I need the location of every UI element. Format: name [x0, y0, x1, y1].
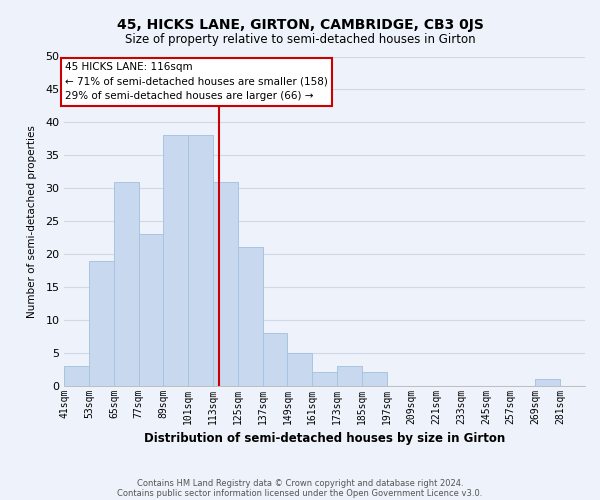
Bar — [263, 333, 287, 386]
Bar — [535, 379, 560, 386]
Bar — [238, 248, 263, 386]
Bar — [89, 260, 114, 386]
Text: Contains public sector information licensed under the Open Government Licence v3: Contains public sector information licen… — [118, 488, 482, 498]
X-axis label: Distribution of semi-detached houses by size in Girton: Distribution of semi-detached houses by … — [144, 432, 505, 445]
Bar — [287, 352, 312, 386]
Y-axis label: Number of semi-detached properties: Number of semi-detached properties — [27, 124, 37, 318]
Bar — [337, 366, 362, 386]
Bar — [362, 372, 386, 386]
Bar — [163, 136, 188, 386]
Bar — [188, 136, 213, 386]
Bar — [139, 234, 163, 386]
Text: 45 HICKS LANE: 116sqm
← 71% of semi-detached houses are smaller (158)
29% of sem: 45 HICKS LANE: 116sqm ← 71% of semi-deta… — [65, 62, 328, 102]
Text: Size of property relative to semi-detached houses in Girton: Size of property relative to semi-detach… — [125, 32, 475, 46]
Bar — [114, 182, 139, 386]
Text: 45, HICKS LANE, GIRTON, CAMBRIDGE, CB3 0JS: 45, HICKS LANE, GIRTON, CAMBRIDGE, CB3 0… — [116, 18, 484, 32]
Bar — [213, 182, 238, 386]
Bar — [312, 372, 337, 386]
Bar — [64, 366, 89, 386]
Text: Contains HM Land Registry data © Crown copyright and database right 2024.: Contains HM Land Registry data © Crown c… — [137, 478, 463, 488]
